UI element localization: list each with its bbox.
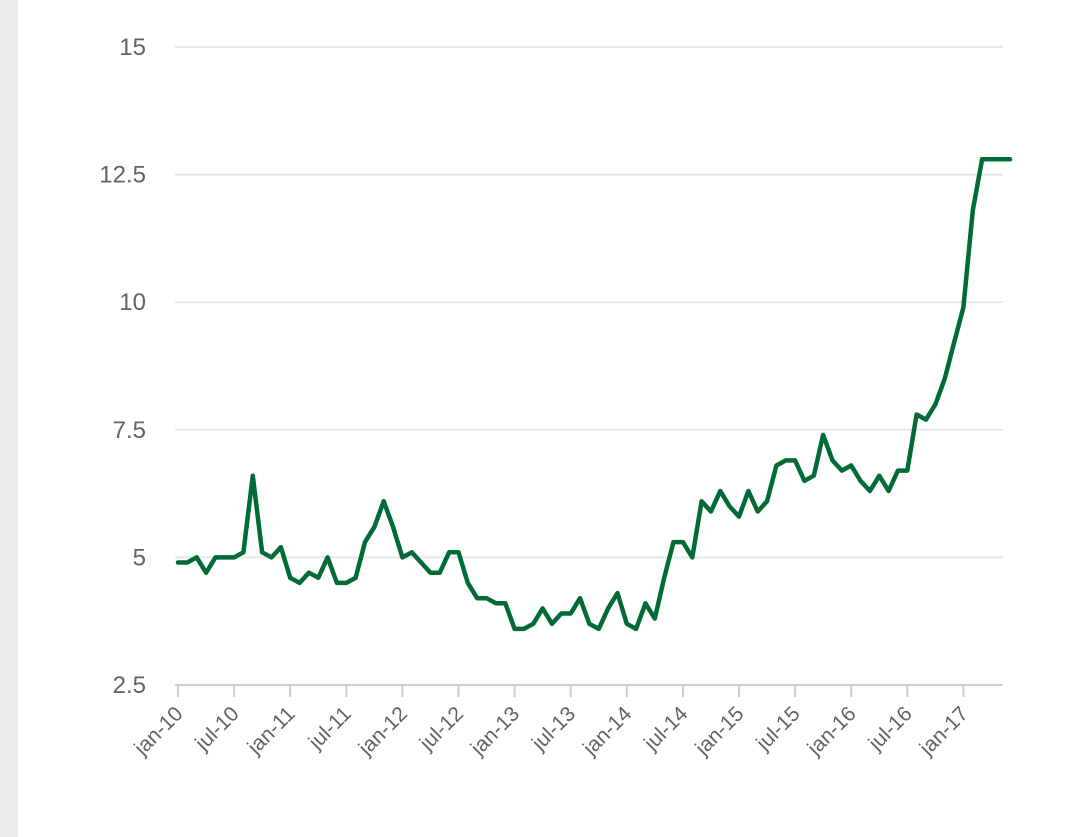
y-tick-label: 12.5 xyxy=(99,162,146,189)
y-tick-label: 7.5 xyxy=(113,417,146,444)
x-tick-label: jul-10 xyxy=(190,702,243,755)
x-tick-label: jan-10 xyxy=(129,702,187,760)
y-tick-label: 5 xyxy=(133,544,146,571)
chart-card: 2.5 5 7.5 10 12.5 15 jan-10 jul-10 jan-11 jul-11… xyxy=(18,0,1066,837)
line-chart: 2.5 5 7.5 10 12.5 15 jan-10 jul-10 jan-11 jul-11… xyxy=(99,34,1013,761)
x-tick-label: jul-15 xyxy=(751,702,804,755)
y-tick-label: 10 xyxy=(119,289,146,316)
x-tick-label: jul-12 xyxy=(415,702,468,755)
x-tick-label: jul-11 xyxy=(304,702,356,754)
y-tick-label: 2.5 xyxy=(113,672,146,699)
x-tick-label: jul-14 xyxy=(639,702,693,756)
x-tick-label: jan-13 xyxy=(466,702,524,760)
x-tick-label: jan-17 xyxy=(915,702,973,760)
x-tick-label: jan-11 xyxy=(243,702,300,759)
x-tick-label: jul-13 xyxy=(527,702,580,755)
x-tick-label: jan-12 xyxy=(354,702,412,760)
x-tick-label: jan-16 xyxy=(802,702,860,760)
x-tick-label: jan-14 xyxy=(578,702,636,760)
series-line xyxy=(175,157,1013,632)
y-tick-label: 15 xyxy=(119,34,146,61)
x-tick-label: jul-16 xyxy=(864,702,917,755)
x-tick-label: jan-15 xyxy=(690,702,748,760)
